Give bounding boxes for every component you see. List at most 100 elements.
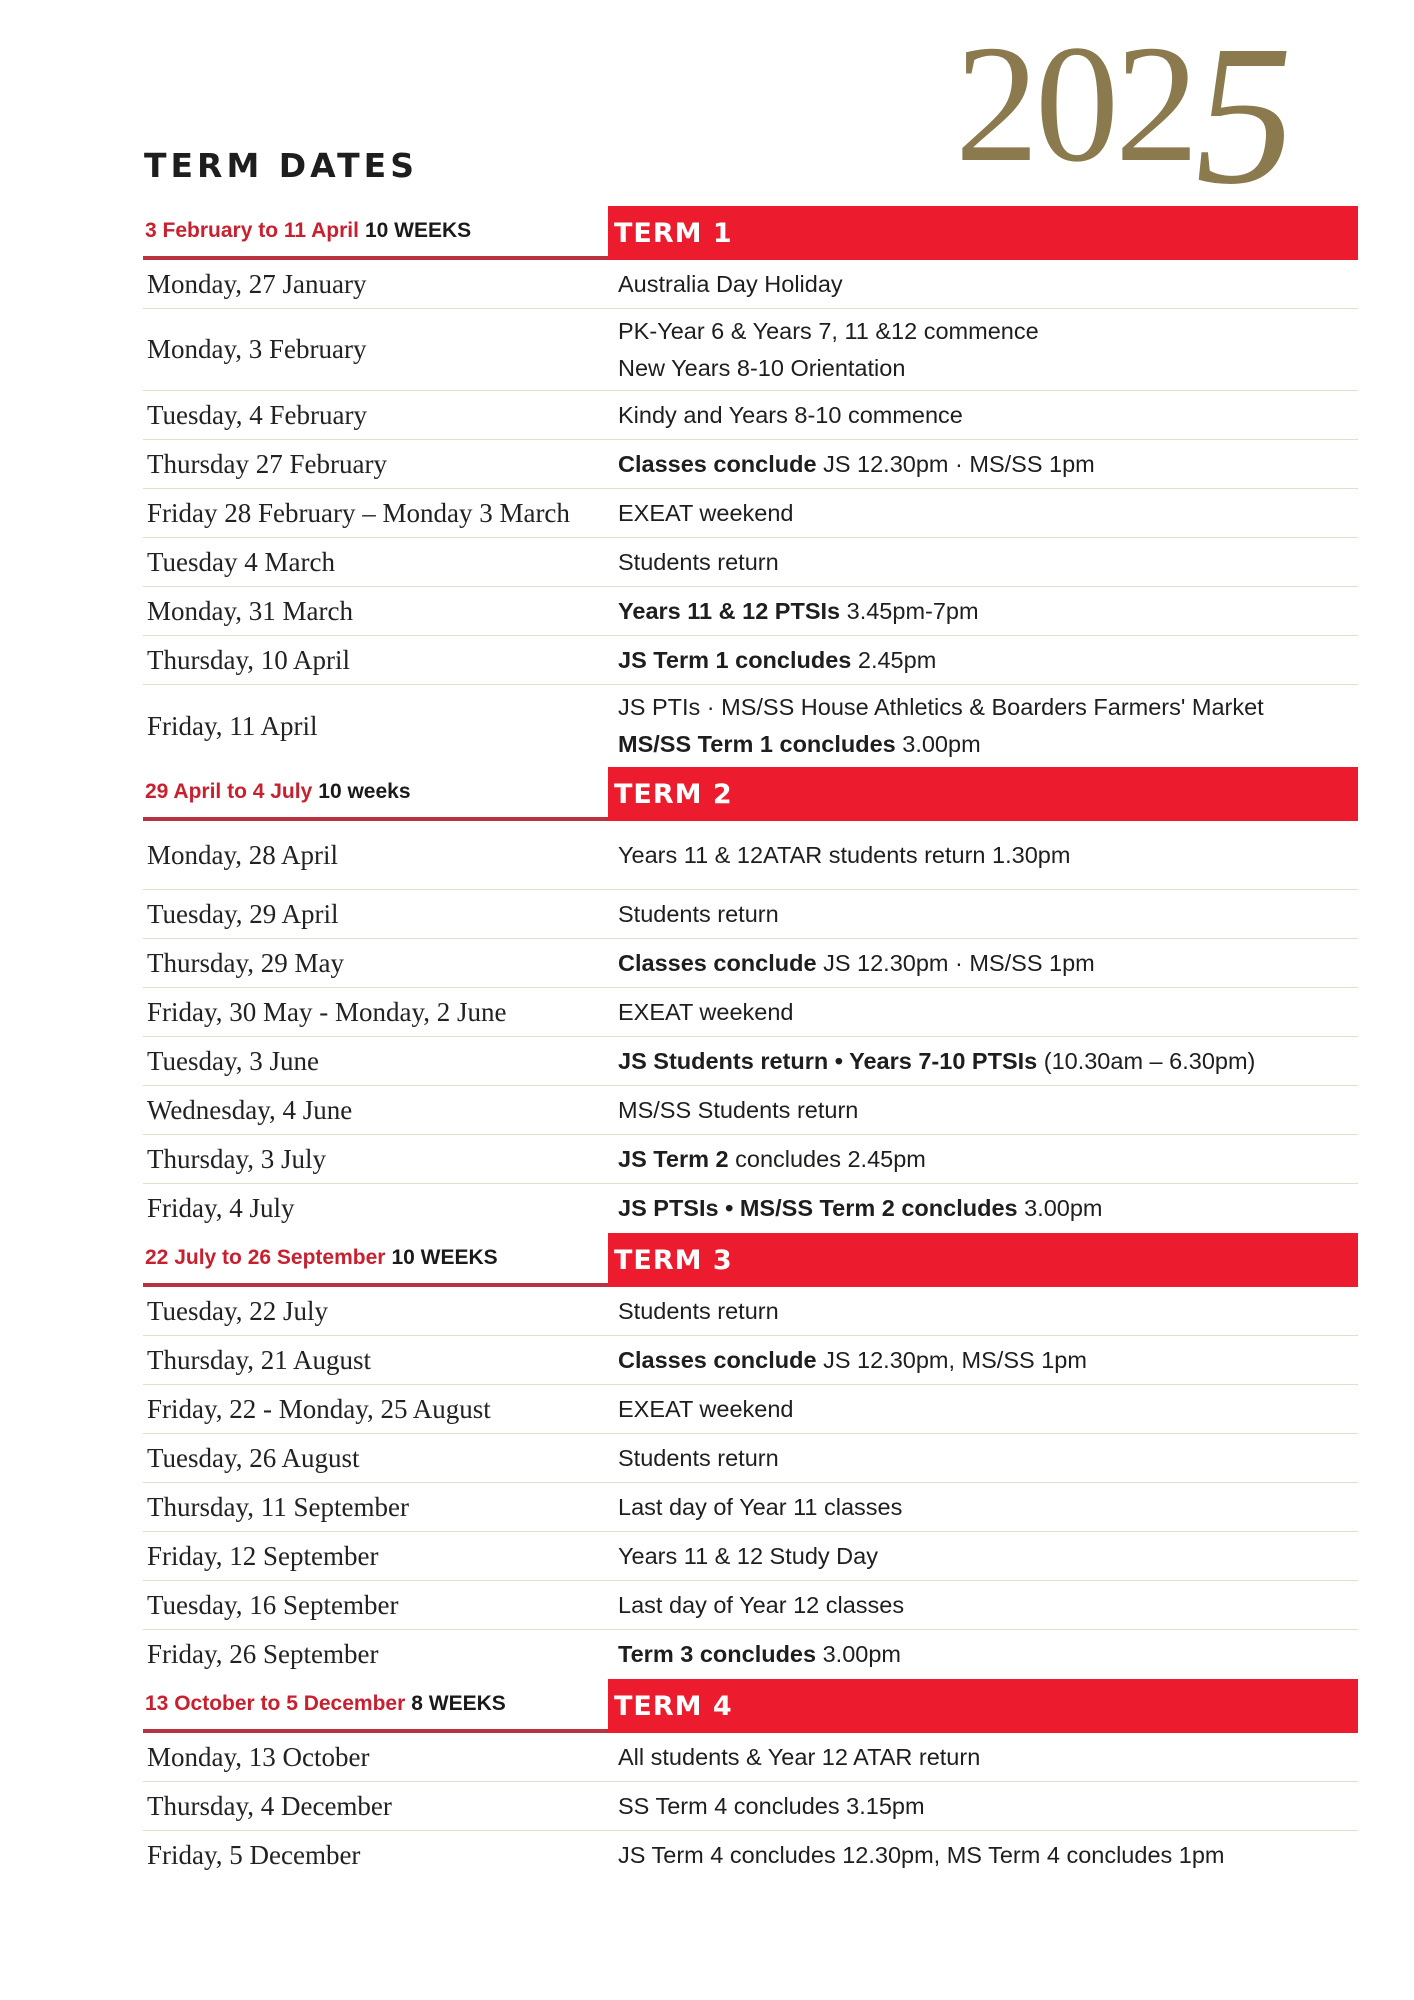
event-line: JS Term 2 concludes 2.45pm <box>618 1146 1358 1173</box>
event-text: 3.00pm <box>1017 1195 1103 1221</box>
table-row: Tuesday, 4 February Kindy and Years 8-10 … <box>143 391 1358 440</box>
event-date: Monday, 28 April <box>147 839 338 870</box>
table-row: Monday, 3 February PK-Year 6 & Years 7, 1… <box>143 309 1358 391</box>
event-description: Classes conclude JS 12.30pm · MS/SS 1pm <box>612 939 1358 987</box>
event-description: Students return <box>612 890 1358 938</box>
event-description: JS Students return • Years 7-10 PTSIs (1… <box>612 1037 1358 1085</box>
table-row: Friday, 5 December JS Term 4 concludes 12… <box>143 1831 1358 1880</box>
event-line: Students return <box>618 1298 1358 1325</box>
event-line: JS Students return • Years 7-10 PTSIs (1… <box>618 1048 1358 1075</box>
table-row: Thursday, 11 September Last day of Year 1… <box>143 1483 1358 1532</box>
event-description: JS Term 4 concludes 12.30pm, MS Term 4 c… <box>612 1831 1358 1880</box>
event-text-bold: Classes conclude <box>618 450 817 477</box>
table-row: Tuesday, 29 April Students return <box>143 890 1358 939</box>
event-date: Thursday, 11 September <box>147 1491 409 1522</box>
table-row: Tuesday 4 March Students return <box>143 538 1358 587</box>
event-description: Students return <box>612 538 1358 586</box>
event-line: JS Term 1 concludes 2.45pm <box>618 647 1358 674</box>
event-text: Students return <box>618 1444 779 1471</box>
event-line: Students return <box>618 549 1358 576</box>
term-rows: Monday, 27 January Australia Day Holiday M… <box>143 260 1358 767</box>
event-text-bold: JS Term 1 concludes <box>618 646 852 673</box>
event-text: Last day of Year 12 classes <box>618 1591 905 1618</box>
event-description: Australia Day Holiday <box>612 260 1358 308</box>
event-text: JS 12.30pm · MS/SS 1pm <box>816 949 1095 976</box>
event-line: SS Term 4 concludes 3.15pm <box>618 1793 1358 1820</box>
term-section: 13 October to 5 December 8 WEEKS TERM 4 Mon… <box>143 1679 1358 1880</box>
event-text: Australia Day Holiday <box>618 270 843 297</box>
term-weeks: 10 weeks <box>318 780 411 803</box>
event-text: All students & Year 12 ATAR return <box>618 1743 981 1770</box>
event-text-bold: JS PTSIs • MS/SS Term 2 concludes <box>618 1195 1018 1221</box>
event-text-bold: Term 3 concludes <box>618 1641 817 1667</box>
event-description: Classes conclude JS 12.30pm, MS/SS 1pm <box>612 1336 1358 1384</box>
table-row: Tuesday, 3 June JS Students return • Year… <box>143 1037 1358 1086</box>
event-text: PK-Year 6 & Years 7, 11 &12 commence <box>618 317 1039 344</box>
event-description: Term 3 concludes 3.00pm <box>612 1630 1358 1679</box>
event-description: Students return <box>612 1434 1358 1482</box>
table-row: Tuesday, 26 August Students return <box>143 1434 1358 1483</box>
table-row: Friday, 22 - Monday, 25 August EXEAT week… <box>143 1385 1358 1434</box>
table-row: Thursday, 21 August Classes conclude JS 1… <box>143 1336 1358 1385</box>
event-date: Tuesday 4 March <box>147 546 335 577</box>
term-range: 13 October to 5 December 8 WEEKS <box>143 1679 608 1733</box>
event-description: Students return <box>612 1287 1358 1335</box>
event-description: EXEAT weekend <box>612 489 1358 537</box>
event-text: Students return <box>618 1297 779 1324</box>
event-text: Students return <box>618 900 779 927</box>
event-text-bold: Classes conclude <box>618 1346 817 1373</box>
event-line: New Years 8-10 Orientation <box>618 355 1358 382</box>
event-text: (10.30am – 6.30pm) <box>1037 1047 1256 1074</box>
term-header: 22 July to 26 September 10 WEEKS TERM 3 <box>143 1233 1358 1287</box>
event-description: Last day of Year 11 classes <box>612 1483 1358 1531</box>
event-description: PK-Year 6 & Years 7, 11 &12 commence New … <box>612 309 1358 390</box>
event-description: MS/SS Students return <box>612 1086 1358 1134</box>
year-digits: 202 <box>955 11 1199 197</box>
term-date-range: 29 April to 4 July <box>145 780 313 803</box>
event-description: EXEAT weekend <box>612 1385 1358 1433</box>
event-line: EXEAT weekend <box>618 1396 1358 1423</box>
event-date: Tuesday, 22 July <box>147 1295 329 1326</box>
event-text: JS 12.30pm, MS/SS 1pm <box>816 1346 1087 1373</box>
event-text: Students return <box>618 548 779 575</box>
event-date: Friday, 4 July <box>147 1193 295 1223</box>
event-line: Classes conclude JS 12.30pm, MS/SS 1pm <box>618 1347 1358 1374</box>
event-description: All students & Year 12 ATAR return <box>612 1733 1358 1781</box>
event-date: Tuesday, 16 September <box>147 1589 399 1620</box>
event-line: JS Term 4 concludes 12.30pm, MS Term 4 c… <box>618 1842 1358 1869</box>
event-line: Last day of Year 11 classes <box>618 1494 1358 1521</box>
event-line: Years 11 & 12ATAR students return 1.30pm <box>618 842 1358 869</box>
term-range: 3 February to 11 April 10 WEEKS <box>143 206 608 260</box>
event-line: MS/SS Term 1 concludes 3.00pm <box>618 731 1358 758</box>
event-date: Monday, 27 January <box>147 268 367 299</box>
event-description: JS Term 1 concludes 2.45pm <box>612 636 1358 684</box>
term-rows: Monday, 13 October All students & Year 12… <box>143 1733 1358 1880</box>
event-line: JS PTIs · MS/SS House Athletics & Boarde… <box>618 694 1358 721</box>
event-date: Friday 28 February – Monday 3 March <box>147 497 570 528</box>
term-section: 29 April to 4 July 10 weeks TERM 2 Monday, … <box>143 767 1358 1233</box>
event-description: JS Term 2 concludes 2.45pm <box>612 1135 1358 1183</box>
table-row: Monday, 27 January Australia Day Holiday <box>143 260 1358 309</box>
event-text: Years 11 & 12 Study Day <box>618 1542 878 1569</box>
event-date: Thursday, 10 April <box>147 644 350 675</box>
term-header: 13 October to 5 December 8 WEEKS TERM 4 <box>143 1679 1358 1733</box>
event-date: Tuesday, 29 April <box>147 898 339 929</box>
event-line: Students return <box>618 901 1358 928</box>
term-dates-table: 3 February to 11 April 10 WEEKS TERM 1 Mond… <box>143 206 1358 1880</box>
event-description: Years 11 & 12 PTSIs 3.45pm-7pm <box>612 587 1358 635</box>
event-text: New Years 8-10 Orientation <box>618 354 906 381</box>
table-row: Friday, 4 July JS PTSIs • MS/SS Term 2 co… <box>143 1184 1358 1233</box>
term-label: TERM 4 <box>608 1679 1358 1733</box>
event-line: Classes conclude JS 12.30pm · MS/SS 1pm <box>618 451 1358 478</box>
table-row: Friday, 26 September Term 3 concludes 3.0… <box>143 1630 1358 1679</box>
table-row: Friday 28 February – Monday 3 March EXEAT… <box>143 489 1358 538</box>
table-row: Thursday, 10 April JS Term 1 concludes 2.… <box>143 636 1358 685</box>
term-range: 29 April to 4 July 10 weeks <box>143 767 608 821</box>
event-date: Thursday, 21 August <box>147 1344 371 1375</box>
event-date: Wednesday, 4 June <box>147 1094 353 1125</box>
event-description: Classes conclude JS 12.30pm · MS/SS 1pm <box>612 440 1358 488</box>
event-text: 3.00pm <box>816 1641 901 1667</box>
term-section: 22 July to 26 September 10 WEEKS TERM 3 Tue… <box>143 1233 1358 1679</box>
event-description: EXEAT weekend <box>612 988 1358 1036</box>
event-text: Kindy and Years 8-10 commence <box>618 401 963 428</box>
